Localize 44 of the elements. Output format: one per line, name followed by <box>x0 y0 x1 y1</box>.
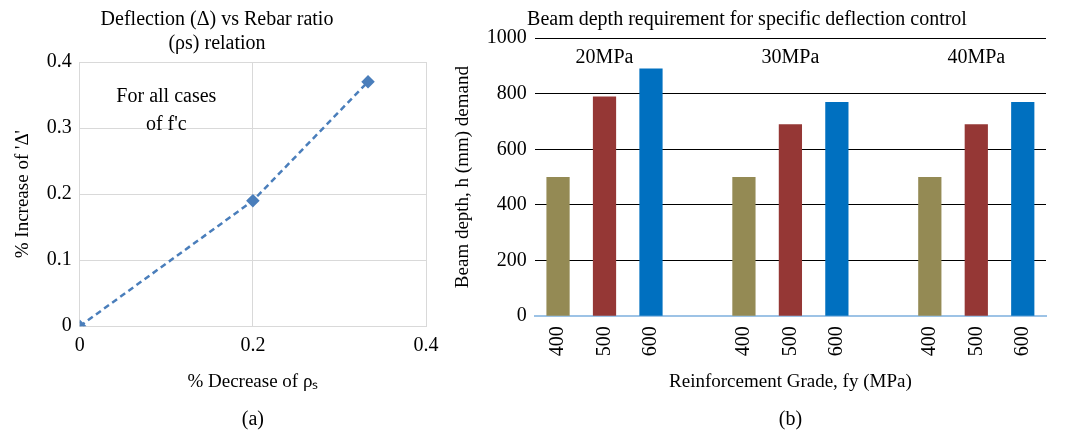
point <box>246 194 260 207</box>
y-tick-label: 1000 <box>486 25 527 48</box>
x-tick-label: 400 <box>545 326 568 357</box>
bar <box>732 177 756 316</box>
y-tick-label: 0 <box>516 303 527 326</box>
text: (a) <box>241 407 264 430</box>
text: (b) <box>778 407 803 430</box>
bar <box>964 124 988 316</box>
x-tick-label: 600 <box>1010 326 1033 357</box>
x-tick-label: 500 <box>591 326 614 357</box>
x-tick-label: 0.2 <box>240 333 266 356</box>
point <box>361 75 375 89</box>
y-tick-label: 0.1 <box>46 247 72 270</box>
x-tick-label: 600 <box>638 326 661 357</box>
chart-title: Deflection (Δ) vs Rebar ratio (ρs) relation <box>100 7 334 55</box>
bar <box>592 96 617 316</box>
y-tick-label: 600 <box>496 136 527 159</box>
y-axis-title: Beam depth, h (mm) demand <box>451 65 474 289</box>
annotation: 30MPa <box>761 45 820 67</box>
y-tick-label: 400 <box>496 192 527 215</box>
bar <box>918 177 942 316</box>
chart-title: Beam depth requirement for specific deflection control <box>527 7 968 31</box>
y-tick-label: 0.2 <box>46 181 72 204</box>
x-axis-title: % Decrease of ρₛ <box>187 369 319 391</box>
x-tick-label: 0.4 <box>413 333 439 356</box>
bar <box>639 68 663 316</box>
x-tick-label: 400 <box>731 326 754 357</box>
annotation: 20MPa <box>575 45 634 67</box>
x-tick-label: 400 <box>917 326 940 357</box>
bar <box>1011 101 1035 316</box>
bar <box>546 177 570 316</box>
bar <box>825 101 849 316</box>
x-tick-label: 600 <box>824 326 847 357</box>
y-axis-title: % Increase of 'Δ' <box>11 129 33 259</box>
y-tick-label: 800 <box>496 80 527 103</box>
x-tick-label: 500 <box>777 326 800 357</box>
x-tick-label: 500 <box>963 326 986 357</box>
annotation: 40MPa <box>947 45 1006 67</box>
x-axis-title: Reinforcement Grade, fy (MPa) <box>669 369 912 392</box>
y-tick-label: 0.4 <box>46 49 72 72</box>
y-tick-label: 200 <box>496 247 527 270</box>
bar <box>778 124 803 316</box>
y-tick-label: 0.3 <box>46 115 72 138</box>
annotation: For all cases of f'c <box>116 84 217 134</box>
